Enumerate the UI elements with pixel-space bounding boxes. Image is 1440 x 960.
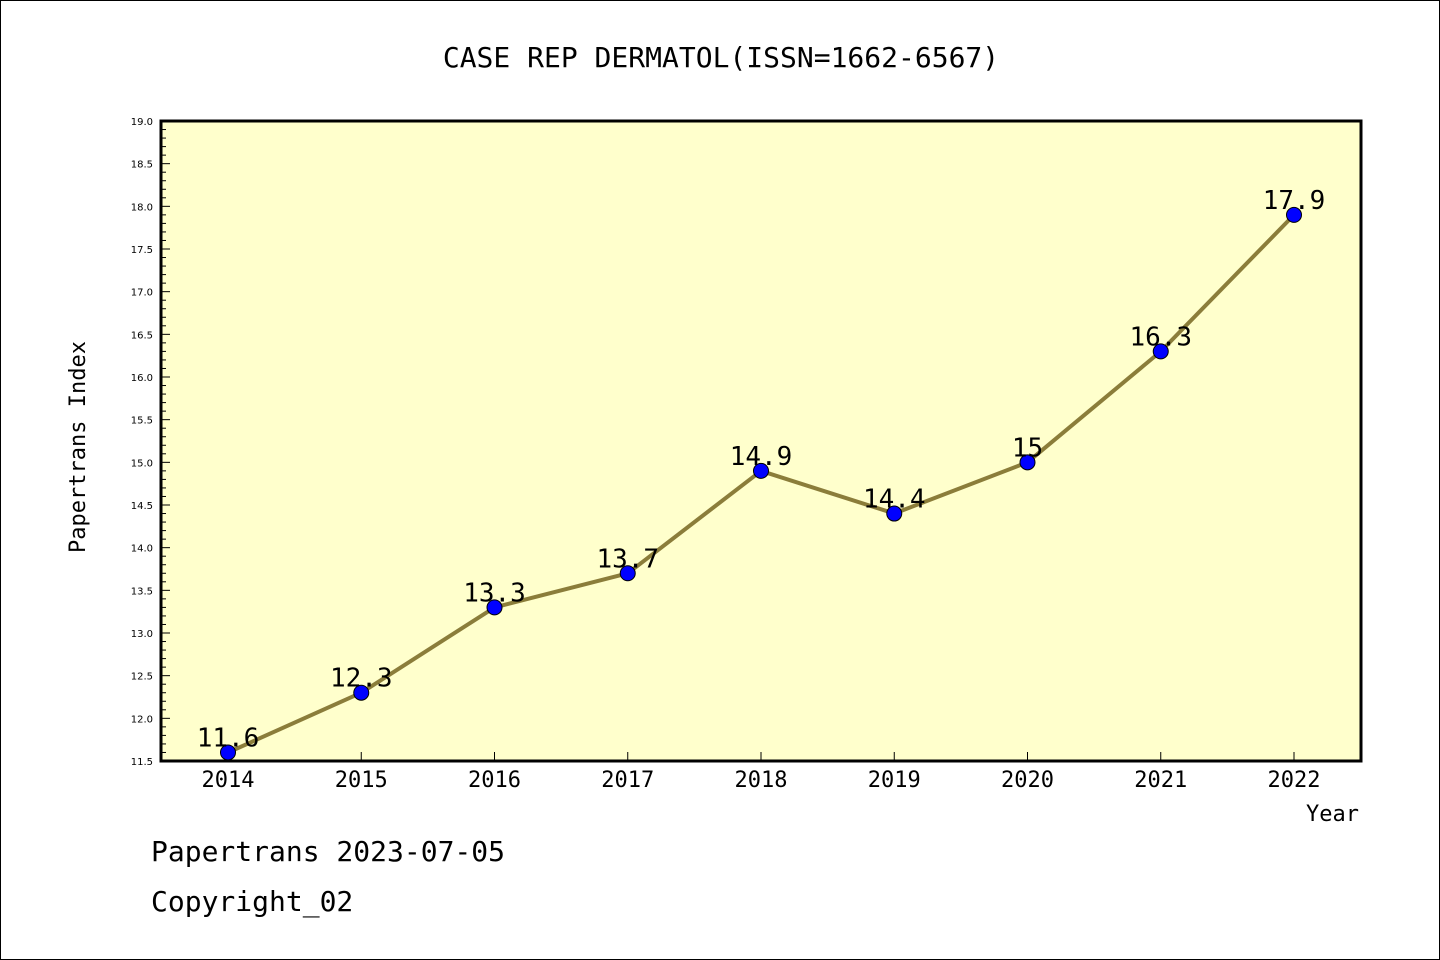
data-label: 17.9 [1263,186,1326,216]
y-tick-label: 16.0 [131,373,153,384]
y-tick-label: 16.5 [131,330,153,341]
data-labels: 11.6 12.3 13.3 13.7 14.9 14.4 15 16.3 17.9 [197,186,1326,754]
data-label: 14.4 [863,485,926,515]
y-tick-label: 14.0 [131,544,153,555]
data-label: 16.3 [1129,322,1192,352]
series-markers [220,206,1302,761]
y-tick-label: 15.0 [131,458,153,469]
data-label: 13.3 [463,578,526,608]
y-tick-label: 12.0 [131,714,153,725]
data-point [1152,343,1169,360]
x-tick-label: 2016 [468,768,521,793]
data-point [753,462,769,479]
x-tick-label: 2022 [1268,768,1321,793]
data-point [1019,454,1036,471]
y-tick-label: 19.0 [131,117,153,128]
y-tick-label: 12.5 [131,672,153,683]
plot-area [161,121,1361,761]
y-axis: 11.5 12.0 12.5 13.0 13.5 14.0 14.5 15.0 15.5 16.0… [131,117,153,768]
chart-title: CASE REP DERMATOL(ISSN=1662-6567) [443,41,999,74]
x-tick-label: 2014 [202,768,255,793]
x-axis-label: Year [1306,802,1359,827]
y-tick-label: 17.5 [131,245,153,256]
x-tick-label: 2020 [1001,768,1054,793]
y-tick-label: 11.5 [131,757,153,768]
x-tick-label: 2017 [601,768,654,793]
y-tick-label: 13.5 [131,586,153,597]
x-tick-label: 2019 [868,768,921,793]
data-point [486,599,503,616]
data-label: 14.9 [730,442,793,472]
y-axis-label: Papertrans Index [66,341,91,553]
data-label: 11.6 [197,723,260,753]
x-axis: 2014 2015 2016 2017 2018 2019 2020 2021 2022 [202,752,1321,793]
footer-date: Papertrans 2023-07-05 [151,835,506,868]
data-point [1286,206,1302,223]
y-tick-label: 13.0 [131,629,153,640]
plot-border [159,119,1363,763]
x-tick-label: 2018 [735,768,788,793]
data-label: 15 [1012,433,1043,463]
footer-copyright: Copyright_02 [151,885,354,918]
y-tick-label: 14.5 [131,501,153,512]
data-point [619,565,636,582]
y-tick-label: 17.0 [131,288,153,299]
data-point [353,684,370,701]
y-tick-label: 18.5 [131,160,153,171]
data-label: 13.7 [596,544,659,574]
x-tick-label: 2021 [1134,768,1187,793]
y-tick-label: 15.5 [131,416,153,427]
data-label: 12.3 [330,664,393,694]
data-point [886,505,903,522]
y-tick-label: 18.0 [131,202,153,213]
x-tick-label: 2015 [335,768,388,793]
